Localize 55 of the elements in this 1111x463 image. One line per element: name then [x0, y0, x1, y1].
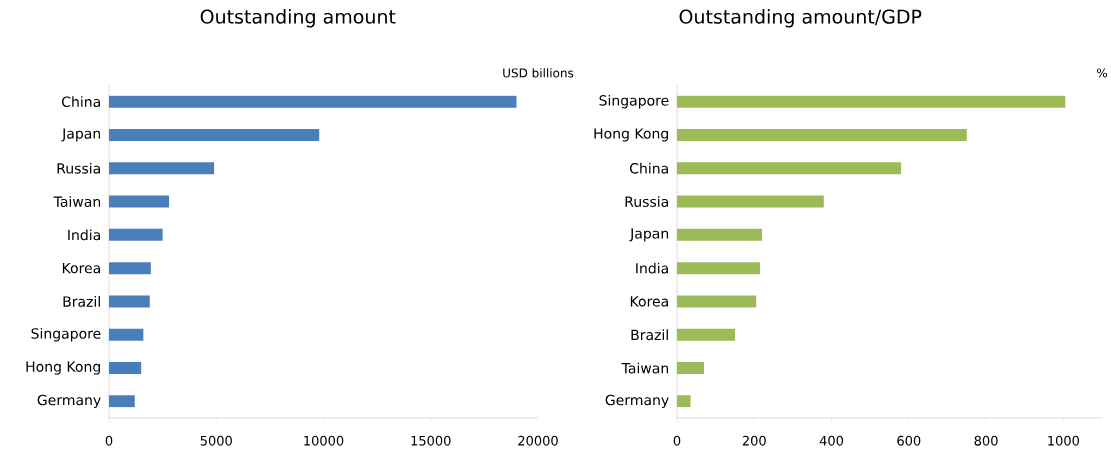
bar: [677, 95, 1066, 108]
bar: [677, 328, 735, 341]
y-tick-label: India: [636, 262, 668, 274]
y-tick-label: Taiwan: [53, 196, 101, 207]
bar: [109, 195, 170, 208]
x-tick-label: 5000: [200, 435, 232, 446]
x-tick-label: 400: [819, 435, 844, 446]
x-tick-label: 20000: [518, 435, 558, 446]
bar: [677, 362, 705, 375]
bar: [677, 162, 902, 175]
y-tick-label: India: [68, 229, 100, 241]
y-tick-label: China: [630, 162, 668, 174]
bar: [109, 295, 150, 308]
y-tick-label: Hong Kong: [26, 361, 100, 375]
bar: [677, 295, 757, 308]
bar: [677, 228, 762, 241]
y-tick-label: Taiwan: [621, 362, 669, 374]
y-tick-label: Brazil: [631, 329, 668, 341]
x-tick-label: 0: [105, 435, 113, 446]
x-axis-title: USD billions: [503, 68, 574, 78]
y-tick-label: Hong Kong: [594, 128, 668, 142]
y-tick-label: Korea: [62, 262, 100, 274]
y-tick-label: Korea: [630, 296, 668, 307]
bar: [109, 362, 142, 375]
bar: [109, 328, 144, 341]
y-tick-label: Germany: [605, 394, 669, 408]
y-tick-label: Singapore: [599, 94, 669, 109]
bar: [109, 128, 320, 141]
x-tick-label: 800: [974, 435, 998, 446]
x-tick-label: 15000: [411, 435, 451, 446]
bar: [677, 128, 967, 141]
x-tick-label: 1000: [1048, 435, 1080, 446]
x-tick-label: 200: [742, 435, 766, 446]
bar: [109, 262, 151, 275]
bar: [677, 195, 824, 208]
y-tick-label: Russia: [57, 162, 100, 174]
x-axis-title: %: [1096, 68, 1108, 78]
bar: [677, 395, 691, 408]
y-tick-label: Singapore: [31, 327, 101, 342]
y-tick-label: Japan: [61, 128, 101, 142]
chart-title: Outstanding amount/GDP: [679, 9, 922, 28]
bar: [109, 95, 517, 108]
y-tick-label: Germany: [37, 394, 101, 408]
y-tick-label: Brazil: [63, 296, 100, 307]
x-tick-label: 600: [897, 435, 921, 446]
x-tick-label: 10000: [304, 435, 344, 446]
x-tick-label: 0: [673, 435, 681, 446]
bar: [109, 395, 135, 408]
bar: [677, 262, 761, 275]
chart-title: Outstanding amount: [200, 9, 396, 28]
bar: [109, 228, 163, 241]
bar: [109, 162, 215, 175]
y-tick-label: China: [62, 96, 100, 108]
y-tick-label: Russia: [625, 196, 668, 207]
y-tick-label: Japan: [629, 228, 669, 242]
